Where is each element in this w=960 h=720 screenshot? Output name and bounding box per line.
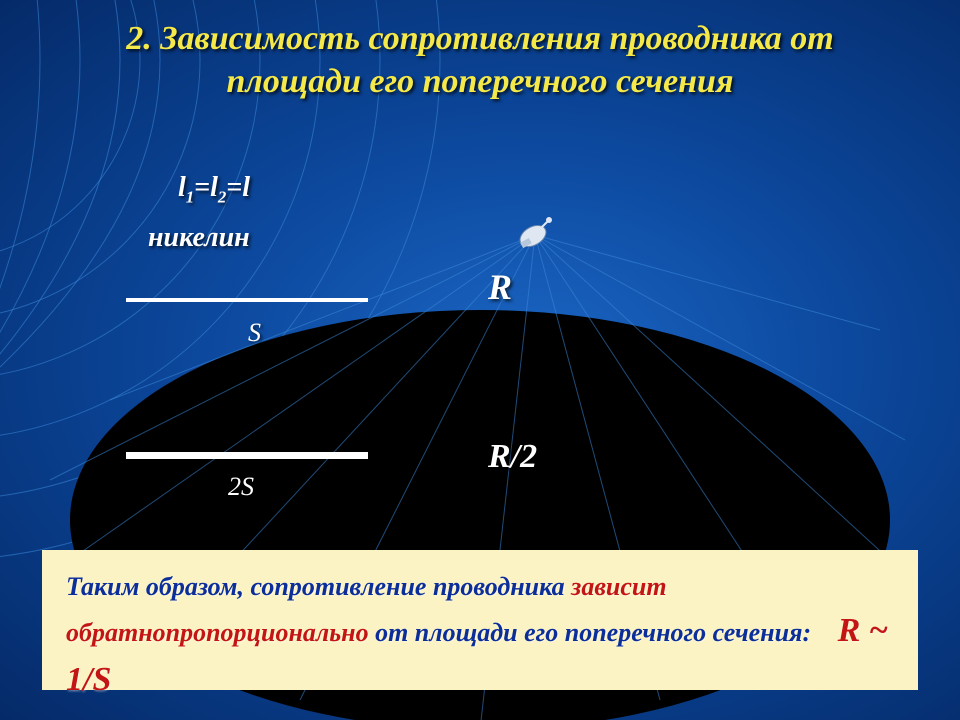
material-label: никелин <box>148 222 250 254</box>
satellite-icon <box>515 210 559 254</box>
wire-2 <box>126 452 368 459</box>
conclusion-prefix: Таким образом, сопротивление проводника <box>66 572 571 601</box>
wire-1-resistance-label: R <box>488 266 512 308</box>
wire-2-area-label: 2S <box>228 472 254 502</box>
conclusion-box: Таким образом, сопротивление проводника … <box>42 550 918 690</box>
conclusion-mid: от площади его поперечного сечения: <box>369 618 812 647</box>
wire-1-area-label: S <box>248 318 261 348</box>
slide-title: 2. Зависимость сопротивления проводника … <box>0 18 960 103</box>
length-equation: l1=l2=l <box>178 172 250 208</box>
wire-2-resistance-label: R/2 <box>488 438 537 476</box>
conclusion-text: Таким образом, сопротивление проводника … <box>66 568 894 704</box>
wire-1 <box>126 298 368 302</box>
